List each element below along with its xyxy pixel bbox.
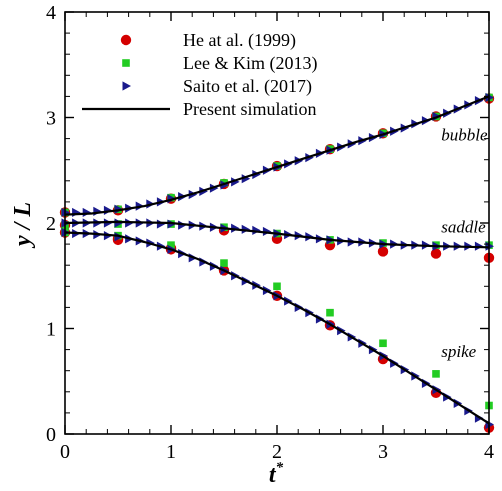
series-line bbox=[64, 95, 490, 425]
series-square bbox=[61, 93, 493, 410]
legend-label: Lee & Kim (2013) bbox=[183, 53, 317, 74]
legend-swatch bbox=[122, 81, 131, 91]
legend-item: Lee & Kim (2013) bbox=[122, 53, 317, 74]
data-point-bubble bbox=[82, 207, 92, 218]
legend: He at al. (1999)Lee & Kim (2013)Saito et… bbox=[82, 30, 317, 119]
data-point-saddle bbox=[377, 246, 389, 257]
x-tick-label: 0 bbox=[60, 441, 70, 463]
annotation-layer: bubble saddle spike bbox=[441, 126, 488, 361]
legend-triangle-marker bbox=[122, 81, 131, 91]
y-tick-label: 3 bbox=[46, 108, 56, 130]
y-tick-label: 2 bbox=[46, 213, 56, 235]
marks-layer bbox=[59, 92, 495, 433]
data-point-spike bbox=[326, 308, 334, 317]
y-tick-label: 4 bbox=[46, 2, 56, 24]
simulation-line-spike bbox=[64, 231, 490, 425]
series-triangle-right bbox=[61, 92, 494, 430]
axes: 0 1 2 3 4 0 1 2 3 4 bbox=[46, 2, 494, 463]
x-tick-label: 2 bbox=[272, 441, 282, 463]
legend-swatch bbox=[120, 34, 132, 46]
data-point-spike bbox=[167, 241, 175, 249]
series-circle bbox=[59, 93, 495, 433]
legend-item: He at al. (1999) bbox=[120, 30, 296, 51]
x-axis-title: t* bbox=[269, 460, 284, 488]
y-axis-title: y / L bbox=[10, 202, 36, 249]
legend-label: Saito et al. (2017) bbox=[183, 76, 312, 97]
y-tick-label: 0 bbox=[46, 424, 56, 446]
legend-swatch bbox=[122, 59, 130, 67]
legend-label: Present simulation bbox=[183, 99, 317, 119]
data-point-saddle bbox=[252, 225, 261, 235]
data-point-bubble bbox=[220, 180, 229, 190]
data-point-saddle bbox=[241, 224, 251, 234]
data-point-spike bbox=[432, 370, 440, 378]
data-point-bubble bbox=[241, 174, 251, 184]
data-point-saddle bbox=[430, 248, 442, 259]
y-tick-label: 1 bbox=[46, 319, 56, 341]
data-point-saddle bbox=[231, 223, 240, 233]
data-point-saddle bbox=[156, 219, 166, 229]
data-point-spike bbox=[220, 259, 228, 267]
legend-label: He at al. (1999) bbox=[183, 30, 296, 51]
legend-square-marker bbox=[122, 59, 130, 67]
legend-item: Saito et al. (2017) bbox=[122, 76, 312, 97]
data-point-bubble bbox=[231, 177, 240, 187]
data-point-spike bbox=[273, 282, 281, 291]
x-tick-label: 1 bbox=[166, 441, 176, 463]
x-tick-label: 3 bbox=[378, 441, 388, 463]
legend-item: Present simulation bbox=[82, 99, 317, 119]
simulation-line-saddle bbox=[64, 220, 490, 249]
simulation-line-bubble bbox=[64, 95, 490, 216]
legend-circle-marker bbox=[120, 34, 132, 46]
annotation-spike: spike bbox=[441, 342, 476, 361]
annotation-saddle: saddle bbox=[441, 217, 486, 236]
data-point-spike bbox=[379, 339, 387, 348]
data-point-bubble bbox=[72, 207, 81, 218]
annotation-bubble: bubble bbox=[441, 126, 488, 145]
x-tick-label: 4 bbox=[484, 441, 494, 463]
data-point-saddle bbox=[262, 226, 272, 237]
